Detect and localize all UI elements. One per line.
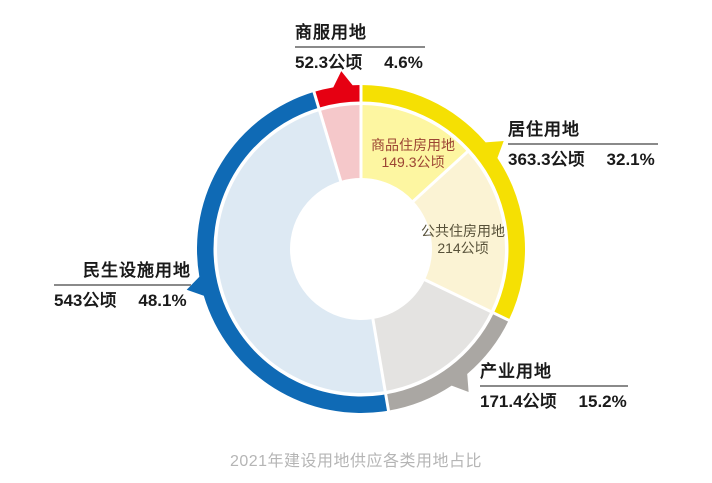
callout-livelihood-title: 民生设施用地 bbox=[83, 261, 191, 280]
industrial-hectares-value: 171.4公顷 bbox=[480, 392, 557, 411]
ring-segment-commercial bbox=[313, 71, 361, 108]
inner-segment-commercial bbox=[319, 105, 361, 181]
ring-segment-livelihood bbox=[186, 91, 389, 414]
ring-segment-industrial bbox=[385, 313, 509, 411]
callout-residential-land: 居住用地 363.3公顷 32.1% bbox=[508, 120, 658, 170]
ring-segment-residential bbox=[361, 85, 525, 321]
callout-industrial-land: 产业用地 171.4公顷 15.2% bbox=[480, 362, 628, 412]
callout-commercial-values: 52.3公顷 4.6% bbox=[295, 53, 425, 73]
callout-industrial-values: 171.4公顷 15.2% bbox=[480, 392, 628, 412]
segment-divider-1 bbox=[370, 315, 391, 413]
residential-hectares-value: 363.3公顷 bbox=[508, 150, 585, 169]
commercial-hectares-value: 52.3公顷 bbox=[295, 53, 363, 72]
callout-livelihood-rule bbox=[54, 284, 191, 286]
inner-segment-divider-0 bbox=[410, 149, 470, 205]
industrial-percent-value: 15.2% bbox=[578, 392, 627, 411]
callout-commercial-title: 商服用地 bbox=[295, 23, 367, 42]
livelihood-hectares-value: 543公顷 bbox=[54, 291, 117, 310]
callout-industrial-title: 产业用地 bbox=[480, 362, 552, 381]
residential-percent-value: 32.1% bbox=[606, 150, 655, 169]
callout-residential-rule bbox=[508, 143, 658, 145]
inner-segment-commodity-housing bbox=[361, 105, 468, 202]
commodity-housing-hectares: 149.3公顷 bbox=[381, 154, 445, 170]
callout-commercial-rule bbox=[295, 46, 425, 48]
callout-industrial-rule bbox=[480, 385, 628, 387]
inner-label-public-housing: 公共住房用地 214公顷 bbox=[421, 223, 505, 257]
inner-label-commodity-housing: 商品住房用地 149.3公顷 bbox=[371, 137, 455, 171]
commodity-housing-label: 商品住房用地 bbox=[371, 137, 455, 153]
callout-residential-title: 居住用地 bbox=[508, 120, 580, 139]
segment-divider-0 bbox=[421, 277, 511, 323]
callout-livelihood-land: 民生设施用地 543公顷 48.1% bbox=[54, 261, 191, 311]
inner-segment-public-housing bbox=[413, 151, 506, 312]
inner-segment-industrial bbox=[372, 279, 491, 391]
public-housing-hectares: 214公顷 bbox=[437, 240, 489, 256]
public-housing-label: 公共住房用地 bbox=[421, 223, 505, 239]
livelihood-percent-value: 48.1% bbox=[138, 291, 187, 310]
callout-residential-values: 363.3公顷 32.1% bbox=[508, 150, 658, 170]
segment-divider-2 bbox=[312, 90, 343, 185]
chart-title: 2021年建设用地供应各类用地占比 bbox=[229, 453, 483, 470]
callout-livelihood-values: 543公顷 48.1% bbox=[54, 291, 191, 311]
commercial-percent-value: 4.6% bbox=[384, 53, 423, 72]
callout-commercial-land: 商服用地 52.3公顷 4.6% bbox=[295, 23, 425, 73]
inner-segment-livelihood bbox=[217, 111, 386, 393]
